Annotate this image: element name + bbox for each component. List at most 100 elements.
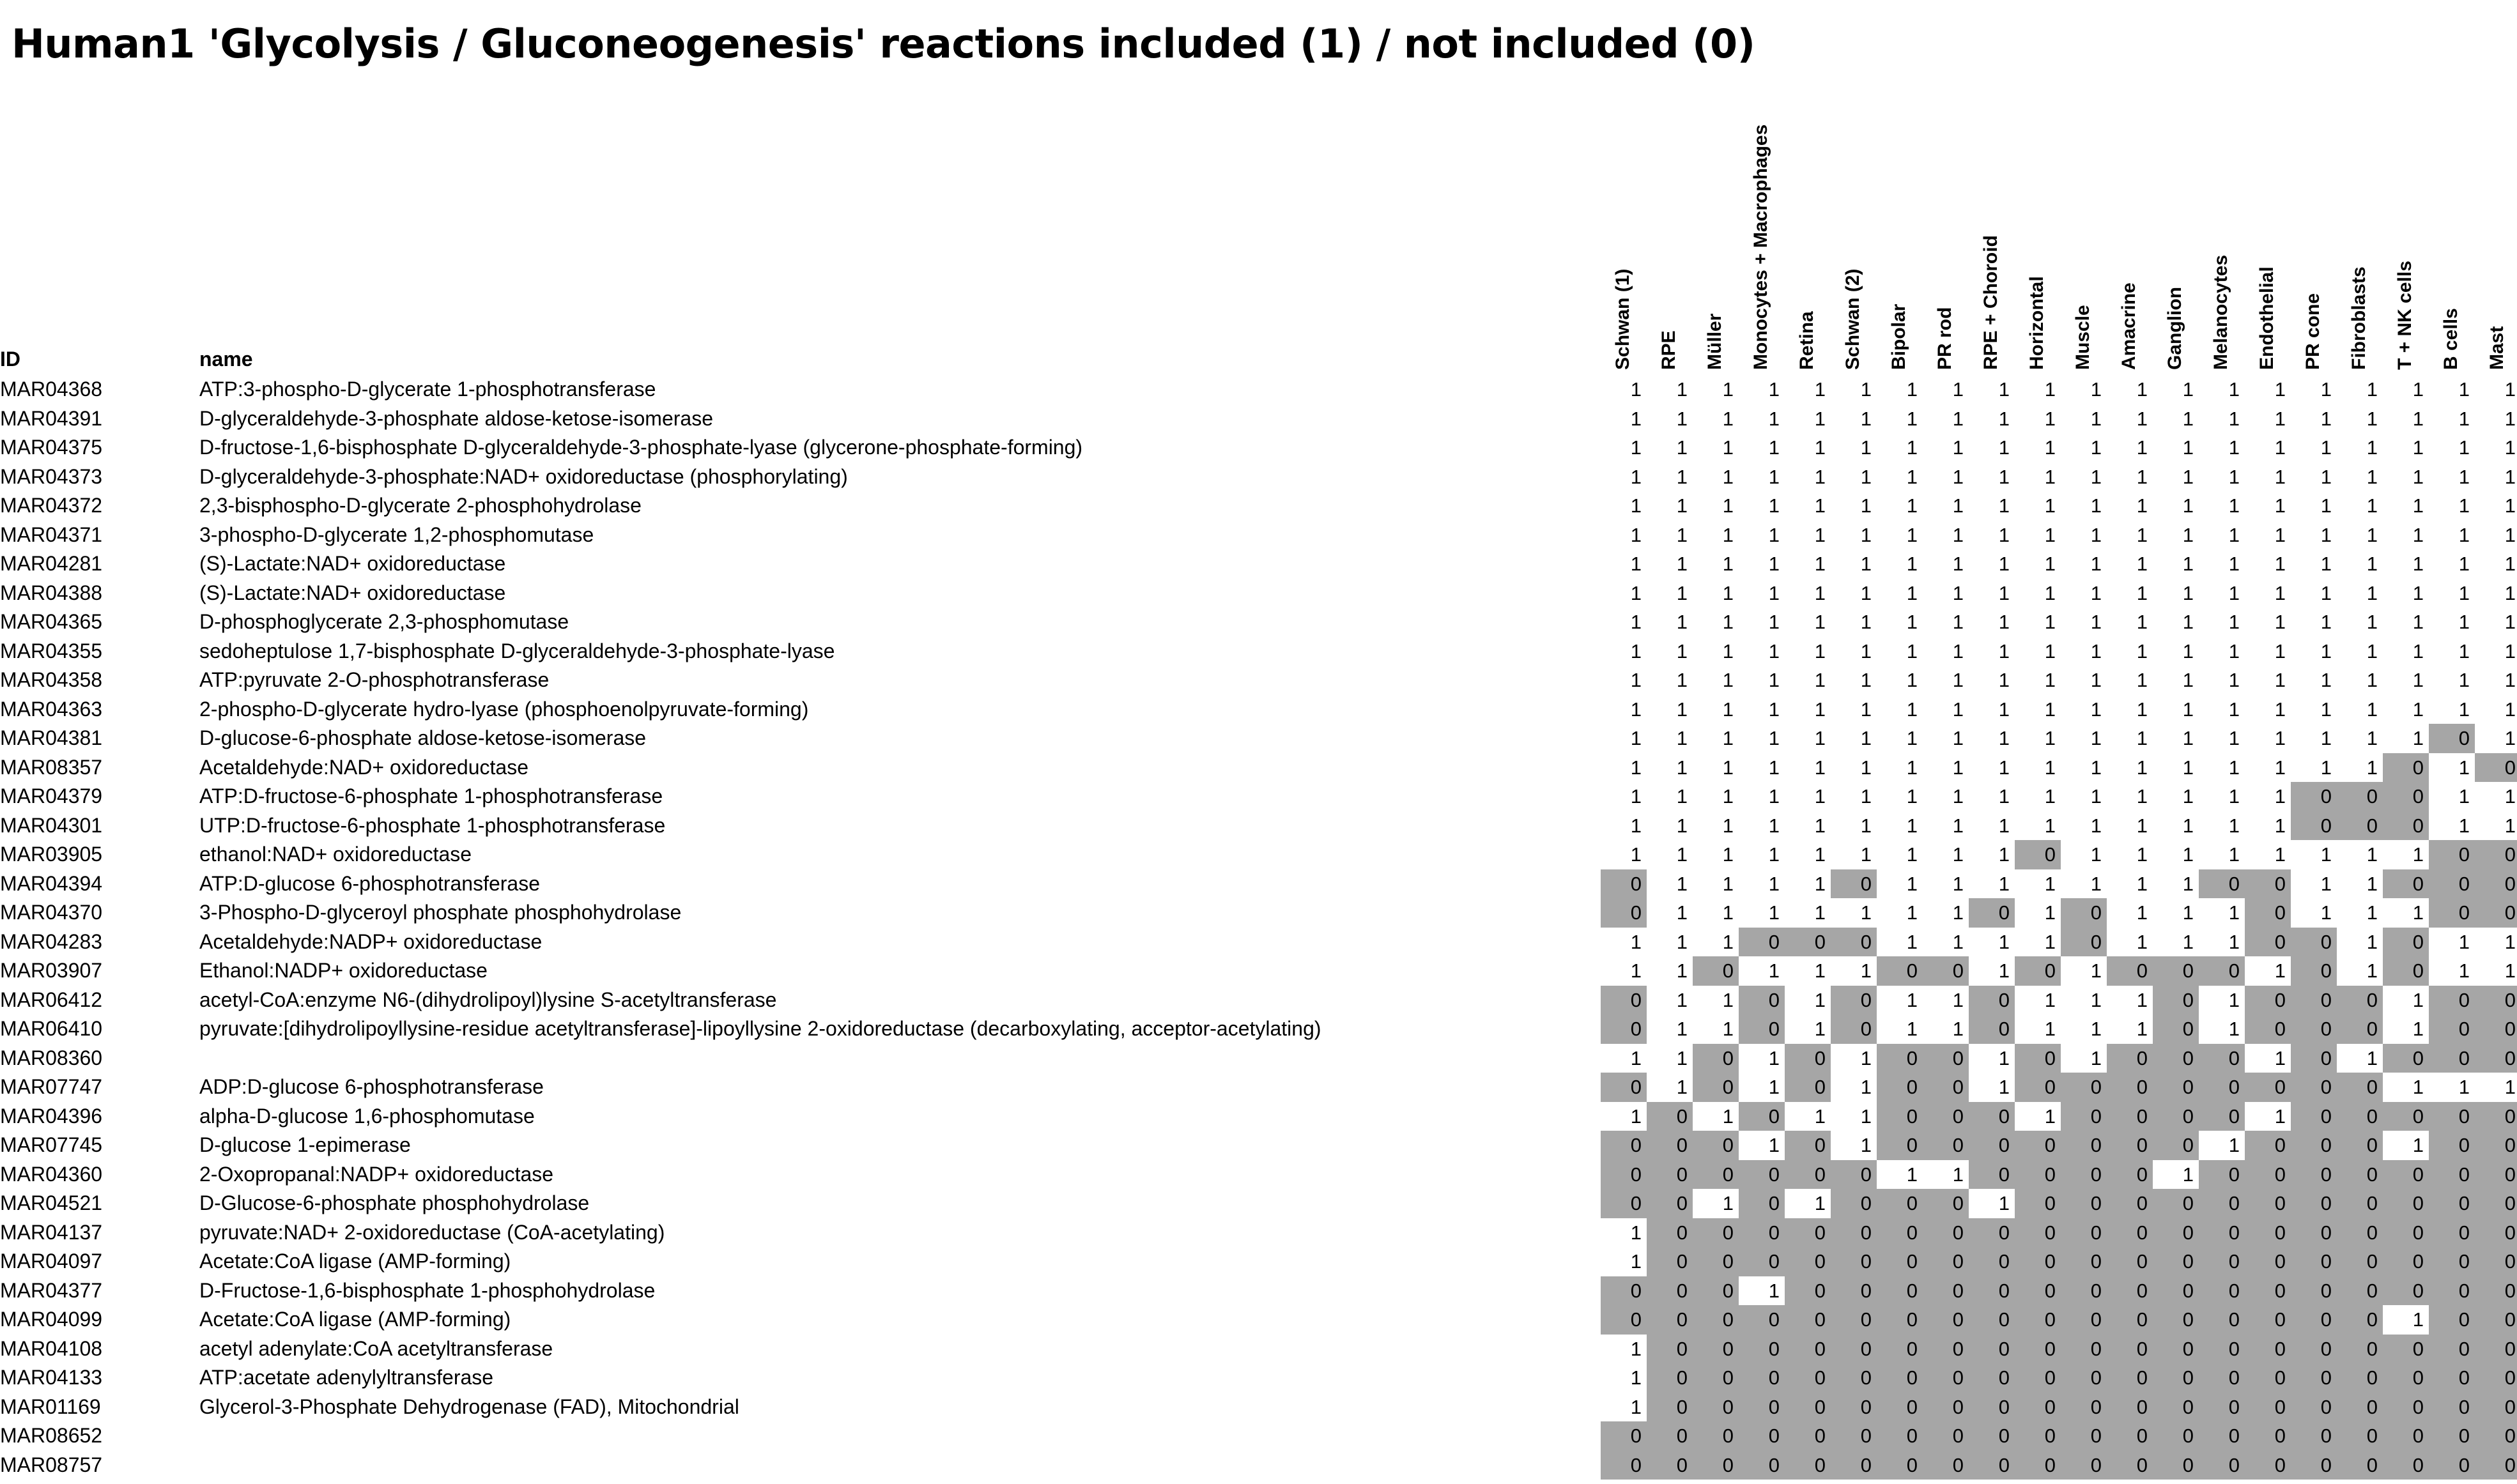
reaction-id: MAR04381 bbox=[0, 726, 103, 749]
inclusion-cell: 0 bbox=[2199, 869, 2245, 898]
inclusion-cell: 1 bbox=[1785, 491, 1831, 521]
inclusion-cell: 1 bbox=[2107, 636, 2153, 666]
inclusion-cell: 1 bbox=[1647, 636, 1693, 666]
inclusion-cell: 1 bbox=[2291, 608, 2337, 637]
inclusion-cell: 0 bbox=[2383, 1392, 2429, 1421]
inclusion-cell: 0 bbox=[2383, 782, 2429, 811]
inclusion-cell: 1 bbox=[1601, 956, 1647, 986]
inclusion-cell: 1 bbox=[2199, 608, 2245, 637]
inclusion-cell: 1 bbox=[1785, 869, 1831, 898]
inclusion-cell: 0 bbox=[2337, 1131, 2383, 1160]
inclusion-cell: 0 bbox=[2429, 1305, 2475, 1335]
inclusion-cell: 1 bbox=[1923, 753, 1969, 782]
reaction-name: D-glyceraldehyde-3-phosphate:NAD+ oxidor… bbox=[199, 464, 848, 488]
inclusion-cell: 1 bbox=[2015, 1101, 2061, 1131]
inclusion-cell: 1 bbox=[2199, 1014, 2245, 1044]
inclusion-cell: 1 bbox=[1923, 666, 1969, 695]
inclusion-cell: 1 bbox=[2061, 782, 2107, 811]
inclusion-cell: 1 bbox=[1601, 724, 1647, 753]
inclusion-cell: 1 bbox=[2015, 724, 2061, 753]
inclusion-cell: 0 bbox=[1831, 927, 1877, 956]
inclusion-cell: 1 bbox=[1877, 724, 1923, 753]
inclusion-cell: 0 bbox=[2245, 1159, 2291, 1189]
inclusion-cell: 0 bbox=[2199, 1189, 2245, 1218]
column-header-label: Fibroblasts bbox=[2348, 266, 2369, 370]
inclusion-cell: 1 bbox=[2475, 578, 2517, 608]
inclusion-cell: 0 bbox=[2015, 956, 2061, 986]
inclusion-cell: 1 bbox=[1601, 520, 1647, 549]
inclusion-cell: 1 bbox=[2199, 636, 2245, 666]
inclusion-cell: 0 bbox=[2199, 1159, 2245, 1189]
reaction-id: MAR04379 bbox=[0, 784, 103, 807]
column-header-label: Schwan (2) bbox=[1842, 268, 1863, 370]
inclusion-cell: 1 bbox=[1739, 782, 1785, 811]
inclusion-cell: 0 bbox=[1785, 1247, 1831, 1276]
inclusion-cell: 0 bbox=[2429, 1392, 2475, 1421]
inclusion-cell: 1 bbox=[1601, 1218, 1647, 1247]
inclusion-cell: 0 bbox=[2153, 1131, 2199, 1160]
inclusion-cell: 1 bbox=[2337, 666, 2383, 695]
inclusion-cell: 1 bbox=[1739, 956, 1785, 986]
inclusion-cell: 0 bbox=[2199, 1363, 2245, 1393]
inclusion-cell: 1 bbox=[1647, 782, 1693, 811]
inclusion-cell: 1 bbox=[2107, 694, 2153, 724]
inclusion-cell: 1 bbox=[2153, 724, 2199, 753]
inclusion-cell: 0 bbox=[2337, 1159, 2383, 1189]
inclusion-cell: 1 bbox=[1785, 608, 1831, 637]
inclusion-cell: 1 bbox=[2337, 753, 2383, 782]
inclusion-cell: 0 bbox=[2337, 1218, 2383, 1247]
inclusion-cell: 0 bbox=[2199, 956, 2245, 986]
inclusion-cell: 0 bbox=[1601, 1450, 1647, 1480]
inclusion-cell: 0 bbox=[1969, 1276, 2015, 1305]
inclusion-cell: 1 bbox=[1739, 753, 1785, 782]
inclusion-cell: 1 bbox=[2061, 753, 2107, 782]
column-header-label: PR cone bbox=[2302, 293, 2323, 370]
column-header-label: Bipolar bbox=[1888, 303, 1909, 370]
inclusion-cell: 0 bbox=[2107, 1247, 2153, 1276]
inclusion-cell: 0 bbox=[2061, 1131, 2107, 1160]
inclusion-cell: 0 bbox=[2061, 1073, 2107, 1102]
inclusion-cell: 0 bbox=[2107, 1276, 2153, 1305]
inclusion-cell: 0 bbox=[1785, 1334, 1831, 1363]
inclusion-cell: 0 bbox=[1693, 1363, 1739, 1393]
inclusion-cell: 0 bbox=[1831, 1421, 1877, 1451]
reaction-id: MAR03905 bbox=[0, 843, 103, 866]
inclusion-cell: 1 bbox=[2429, 1073, 2475, 1102]
inclusion-cell: 0 bbox=[2383, 1421, 2429, 1451]
reaction-name: pyruvate:[dihydrolipoyllysine-residue ac… bbox=[199, 1017, 1321, 1040]
inclusion-cell: 0 bbox=[1785, 1421, 1831, 1451]
inclusion-cell: 0 bbox=[2429, 1363, 2475, 1393]
inclusion-cell: 1 bbox=[2245, 375, 2291, 404]
inclusion-cell: 1 bbox=[2245, 753, 2291, 782]
inclusion-cell: 0 bbox=[2383, 811, 2429, 840]
inclusion-cell: 1 bbox=[1693, 694, 1739, 724]
inclusion-cell: 1 bbox=[2475, 811, 2517, 840]
inclusion-cell: 0 bbox=[2475, 1305, 2517, 1335]
inclusion-cell: 1 bbox=[1785, 549, 1831, 579]
inclusion-cell: 1 bbox=[2337, 724, 2383, 753]
reaction-name: UTP:D-fructose-6-phosphate 1-phosphotran… bbox=[199, 813, 666, 837]
inclusion-cell: 0 bbox=[1877, 1392, 1923, 1421]
inclusion-cell: 1 bbox=[1923, 375, 1969, 404]
inclusion-cell: 0 bbox=[1831, 1305, 1877, 1335]
inclusion-cell: 1 bbox=[1923, 898, 1969, 928]
inclusion-cell: 0 bbox=[1923, 1450, 1969, 1480]
inclusion-cell: 1 bbox=[2015, 636, 2061, 666]
inclusion-cell: 0 bbox=[1647, 1101, 1693, 1131]
reaction-name: Glycerol-3-Phosphate Dehydrogenase (FAD)… bbox=[199, 1395, 739, 1418]
inclusion-cell: 0 bbox=[1693, 1421, 1739, 1451]
inclusion-cell: 1 bbox=[2015, 811, 2061, 840]
inclusion-cell: 1 bbox=[2153, 782, 2199, 811]
reaction-id: MAR04137 bbox=[0, 1220, 103, 1244]
inclusion-cell: 0 bbox=[1785, 1043, 1831, 1073]
inclusion-cell: 1 bbox=[1693, 462, 1739, 491]
inclusion-cell: 1 bbox=[2429, 694, 2475, 724]
inclusion-cell: 1 bbox=[1785, 1101, 1831, 1131]
inclusion-cell: 1 bbox=[2475, 549, 2517, 579]
reaction-name: D-phosphoglycerate 2,3-phosphomutase bbox=[199, 610, 569, 633]
inclusion-cell: 1 bbox=[1877, 840, 1923, 869]
inclusion-cell: 1 bbox=[1647, 724, 1693, 753]
inclusion-cell: 1 bbox=[2199, 462, 2245, 491]
inclusion-cell: 1 bbox=[2429, 491, 2475, 521]
inclusion-cell: 1 bbox=[2245, 840, 2291, 869]
